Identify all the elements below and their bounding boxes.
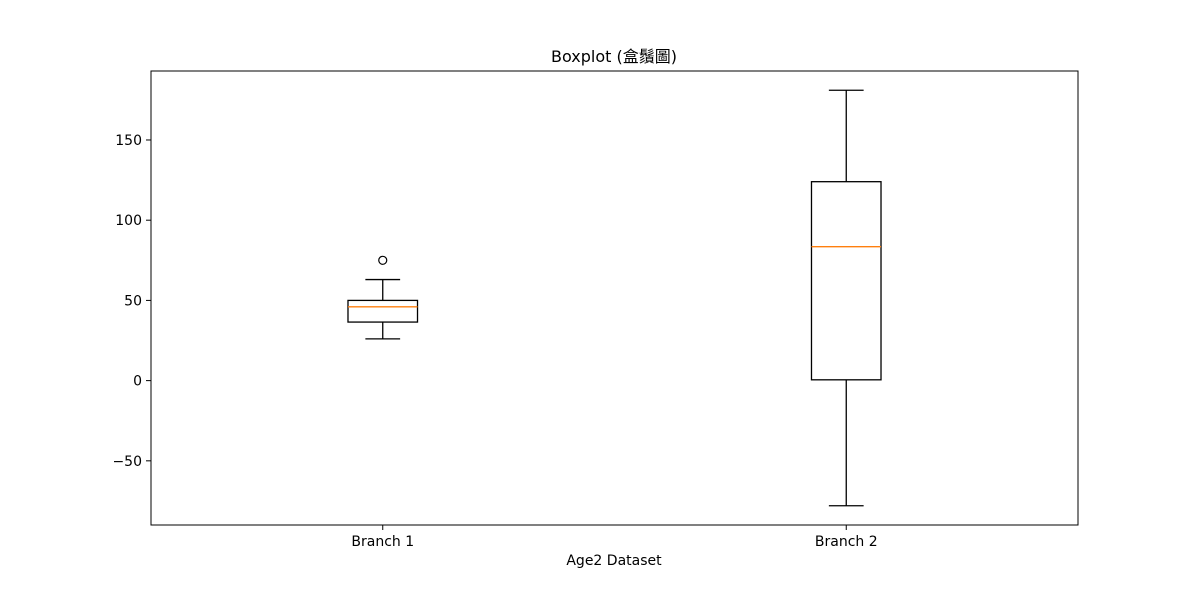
box-group-2 (810, 89, 882, 507)
y-tick-label: 50 (124, 293, 142, 309)
chart-title: Boxplot (盒鬚圖) (551, 47, 677, 66)
box-group-1 (347, 255, 419, 340)
y-tick-label: 0 (133, 374, 142, 390)
box-iqr (810, 181, 882, 381)
y-tick-label: 150 (115, 133, 142, 149)
box-iqr (347, 299, 419, 323)
plot-frame (150, 70, 1079, 526)
y-tick-label: −50 (112, 454, 142, 470)
x-tick-label: Branch 2 (815, 534, 878, 550)
x-tick-label: Branch 1 (351, 534, 414, 550)
plot-area (347, 89, 882, 507)
outlier-point (378, 255, 388, 265)
y-tick-label: 100 (115, 213, 142, 229)
axes: −50 0 50 100 150 Branch 1 Branch 2 (112, 133, 877, 550)
x-axis-label: Age2 Dataset (566, 553, 662, 569)
